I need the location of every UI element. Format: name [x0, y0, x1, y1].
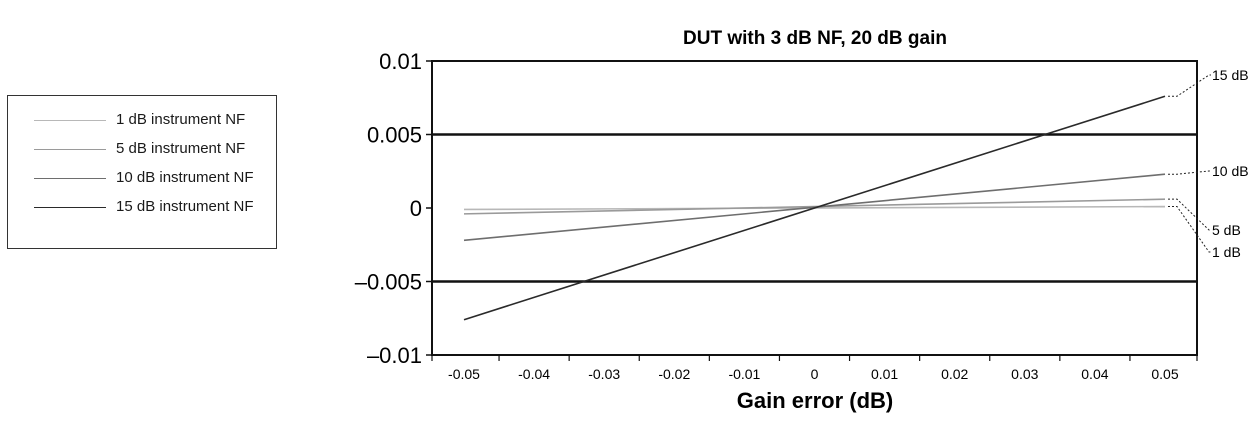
legend-item: 5 dB instrument NF	[8, 139, 276, 159]
legend: 1 dB instrument NF 5 dB instrument NF 10 d…	[7, 95, 277, 249]
y-tick-label: 0	[410, 196, 422, 221]
legend-swatch	[34, 178, 106, 179]
series-line-4	[463, 95, 1166, 321]
chart-title: DUT with 3 dB NF, 20 dB gain	[683, 28, 947, 49]
end-label-leader	[1168, 198, 1211, 231]
x-tick-label: 0	[811, 366, 819, 382]
y-tick-label: 0.005	[367, 123, 422, 148]
legend-label: 1 dB instrument NF	[116, 111, 246, 128]
legend-label: 10 dB instrument NF	[116, 169, 254, 186]
x-tick-label: 0.02	[941, 366, 968, 382]
x-tick-label: 0.05	[1151, 366, 1178, 382]
end-label: 10 dB	[1212, 163, 1249, 179]
legend-item: 15 dB instrument NF	[8, 197, 276, 217]
y-tick-label: –0.01	[367, 343, 422, 368]
legend-label: 15 dB instrument NF	[116, 198, 254, 215]
x-axis-title: Gain error (dB)	[737, 388, 893, 413]
end-label-leader	[1168, 74, 1211, 97]
y-tick-label: 0.01	[379, 49, 422, 74]
end-label-leader	[1168, 206, 1211, 253]
end-label-leader	[1168, 170, 1211, 175]
legend-label: 5 dB instrument NF	[116, 140, 246, 157]
x-tick-label: -0.04	[518, 366, 550, 382]
legend-item: 10 dB instrument NF	[8, 168, 276, 188]
end-labels: 1 dB 5 dB 10 dB 15 dB	[1168, 67, 1249, 260]
x-tick-label: -0.05	[448, 366, 480, 382]
legend-swatch	[34, 207, 106, 208]
legend-swatch	[34, 149, 106, 150]
x-tick-label: -0.01	[728, 366, 760, 382]
series-layer	[463, 95, 1166, 321]
plot-area	[432, 133, 1197, 283]
end-label: 5 dB	[1212, 222, 1241, 238]
x-tick-label: 0.03	[1011, 366, 1038, 382]
end-label: 1 dB	[1212, 244, 1241, 260]
x-tick-label: 0.01	[871, 366, 898, 382]
end-label: 15 dB	[1212, 67, 1249, 83]
x-tick-label: -0.03	[588, 366, 620, 382]
y-tick-label: –0.005	[355, 270, 422, 295]
x-tick-label: -0.02	[658, 366, 690, 382]
x-tick-label: 0.04	[1081, 366, 1108, 382]
axes: 0.01 0.005 0 –0.005 –0.01 -0.05 -0.04 -0.03 -0.0…	[355, 49, 1198, 382]
legend-swatch	[34, 120, 106, 121]
legend-item: 1 dB instrument NF	[8, 110, 276, 130]
